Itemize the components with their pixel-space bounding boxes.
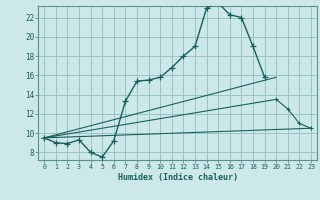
X-axis label: Humidex (Indice chaleur): Humidex (Indice chaleur) bbox=[118, 173, 238, 182]
